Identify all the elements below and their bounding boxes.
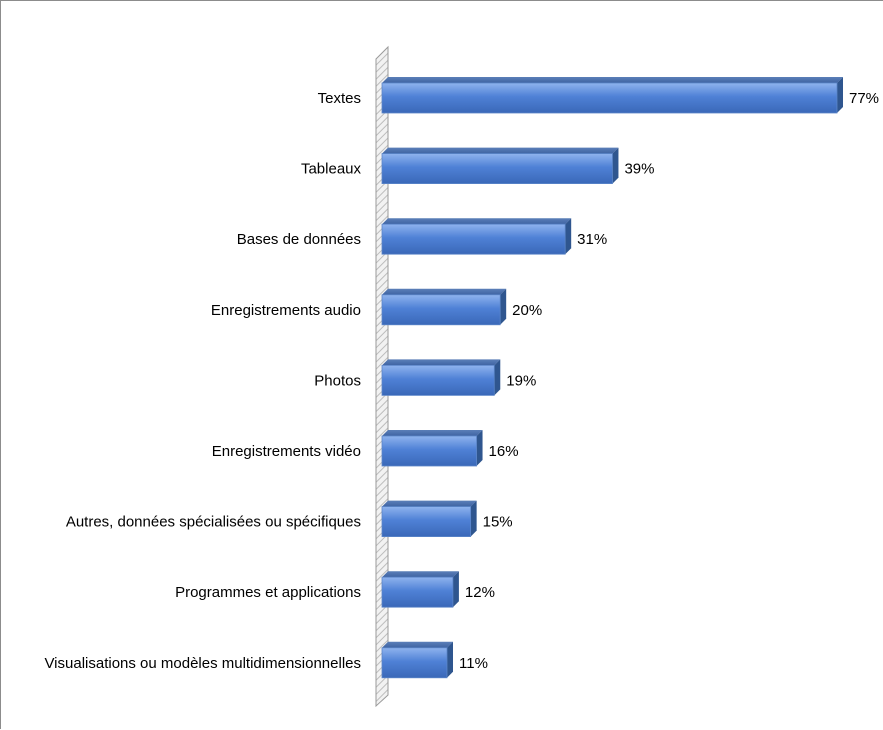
category-label: Programmes et applications — [175, 584, 361, 601]
bar — [381, 435, 477, 467]
bar — [381, 647, 448, 679]
bar-top-face — [382, 500, 477, 507]
category-label: Tableaux — [301, 161, 362, 178]
bar-side-face — [837, 77, 843, 113]
category-label: Bases de données — [237, 231, 361, 248]
bar-top-face — [382, 641, 453, 648]
bar-top-face — [382, 77, 843, 83]
bar-side-face — [452, 571, 459, 608]
bar — [381, 364, 495, 396]
bar-side-face — [500, 288, 507, 325]
bar-top-face — [382, 430, 483, 436]
bar — [381, 153, 613, 185]
bar — [381, 506, 472, 538]
bar-top-face — [382, 359, 501, 366]
value-label: 16% — [489, 443, 519, 460]
category-label: Enregistrements vidéo — [212, 443, 361, 460]
value-label: 15% — [483, 514, 513, 531]
bars-group — [381, 77, 843, 679]
category-label: Enregistrements audio — [211, 302, 361, 319]
category-labels: Textes Tableaux Bases de données Enregistre… — [44, 90, 361, 672]
value-label: 20% — [512, 302, 542, 319]
bar-top-face — [382, 288, 507, 295]
value-label: 19% — [506, 372, 536, 389]
bar-top-face — [382, 571, 459, 578]
value-label: 11% — [459, 655, 488, 672]
value-label: 12% — [465, 584, 495, 601]
bar-side-face — [447, 641, 453, 678]
bar-side-face — [612, 147, 619, 184]
category-label: Autres, données spécialisées ou spécifiq… — [66, 514, 361, 531]
bar — [381, 223, 566, 255]
bar-side-face — [494, 359, 501, 396]
bar-side-face — [476, 430, 483, 466]
value-labels: 77% 39% 31% 20% 19% 16% 15% 12% 11% — [459, 90, 879, 672]
bar-top-face — [382, 218, 572, 225]
bar-side-face — [470, 500, 477, 537]
category-label: Visualisations ou modèles multidimension… — [44, 655, 361, 672]
value-label: 39% — [624, 161, 654, 178]
category-label: Photos — [314, 372, 361, 389]
value-label: 77% — [849, 90, 879, 107]
category-label: Textes — [318, 90, 361, 107]
bar — [381, 294, 501, 326]
bar-side-face — [565, 218, 572, 255]
bar-top-face — [382, 147, 619, 154]
bar — [381, 576, 454, 608]
value-label: 31% — [577, 231, 607, 248]
bar — [381, 82, 838, 114]
